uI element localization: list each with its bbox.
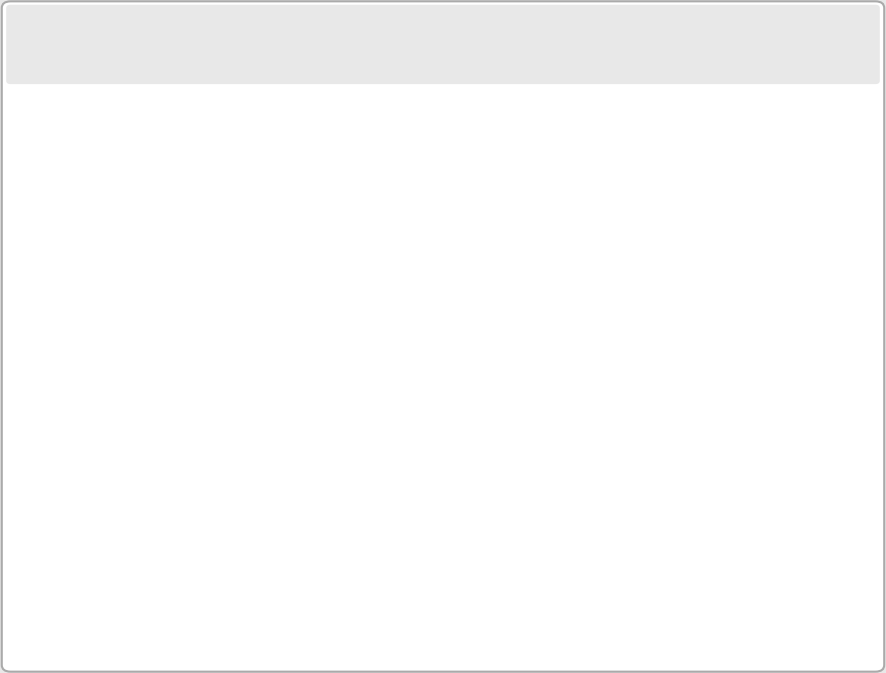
Text: W.-C.: W.-C. (311, 308, 344, 322)
Text: Ventiler séparément: Ventiler séparément (265, 223, 495, 241)
Text: Les appareils sanitaires
desservis par la ventilation
terminale doivent être sit: Les appareils sanitaires desservis par l… (115, 500, 308, 570)
Text: Tubulure de sortie de
diamètre inférieur à 2 po: Tubulure de sortie de diamètre inférieur… (593, 161, 796, 290)
Text: W.-C.: W.-C. (183, 308, 215, 322)
Text: W.-C.: W.-C. (698, 308, 731, 322)
Text: Tubulure de sortie inférieure à 2 po: Tubulure de sortie inférieure à 2 po (276, 29, 610, 47)
Text: W.-C.: W.-C. (423, 308, 455, 322)
Text: Lavabo: Lavabo (570, 283, 618, 297)
